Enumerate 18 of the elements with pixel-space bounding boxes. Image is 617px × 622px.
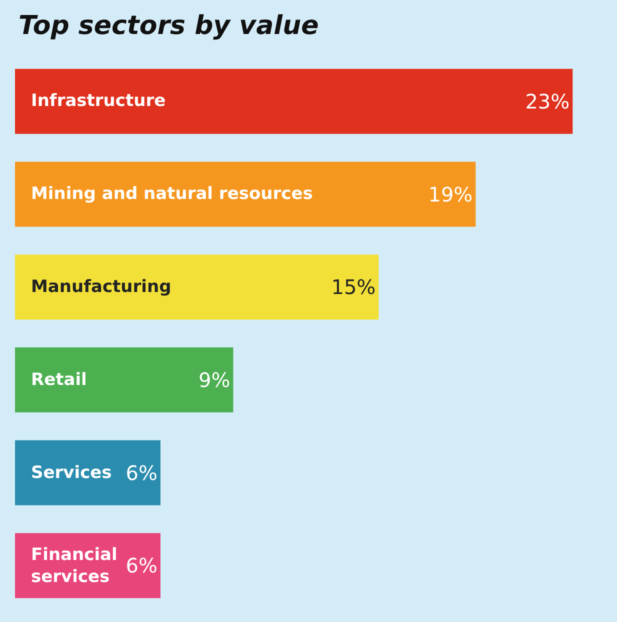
bar [15, 68, 573, 134]
data-label: 19% [428, 182, 473, 206]
y-tick-label: Manufacturing [31, 277, 172, 297]
y-tick-label: Infrastructure [31, 91, 166, 111]
bar [15, 440, 160, 506]
data-label: 15% [331, 275, 376, 300]
data-label: 23% [525, 89, 570, 114]
data-label: 6% [126, 554, 158, 578]
y-tick-label: Retail [31, 370, 87, 390]
y-tick-label: Financial services [31, 545, 118, 588]
data-label: 9% [198, 368, 230, 392]
bar [15, 254, 379, 320]
y-tick-label: Services [31, 463, 112, 483]
chart-title: Top sectors by value [18, 10, 319, 41]
bar [15, 347, 234, 412]
data-label: 6% [126, 460, 158, 485]
bar [15, 162, 476, 227]
y-tick-label: Mining and natural resources [31, 184, 313, 204]
